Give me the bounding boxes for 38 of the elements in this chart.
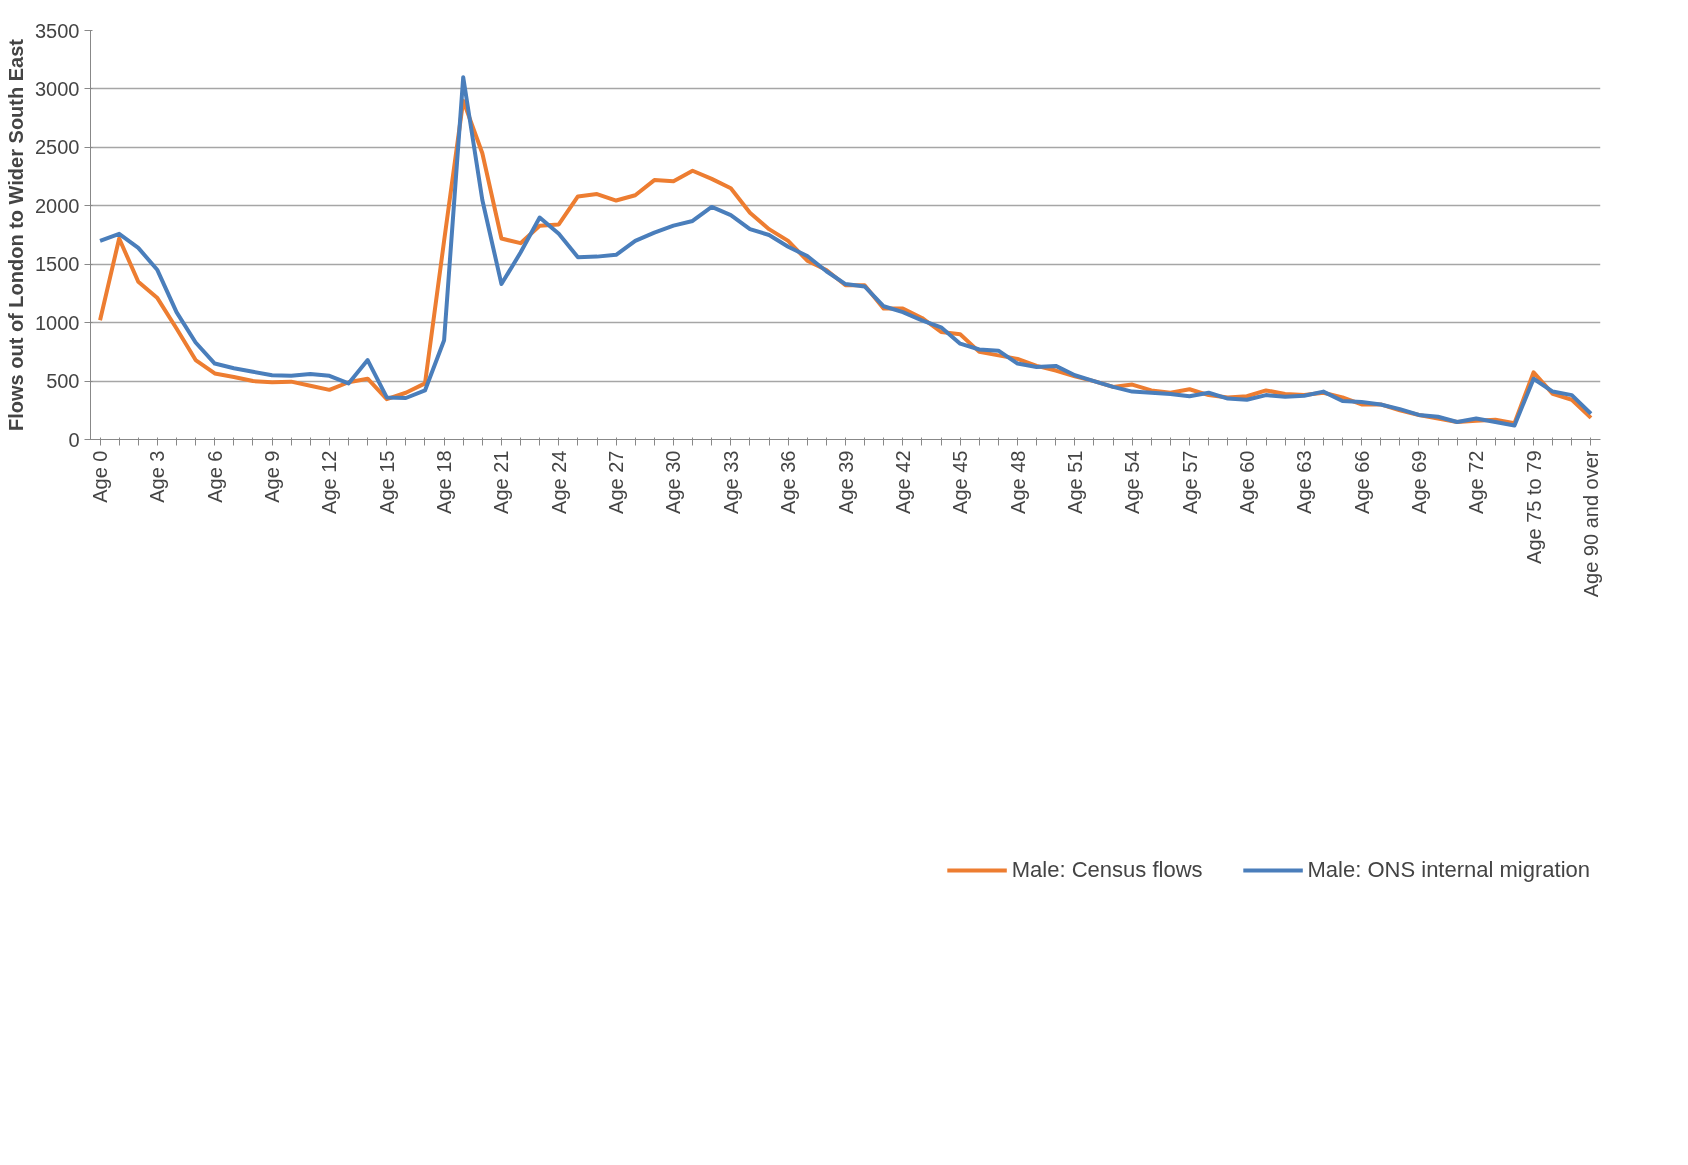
x-tick-label: Age 33 [719,450,742,514]
x-tick-label: Age 24 [547,450,570,514]
x-tick-label: Age 12 [318,450,341,514]
y-tick-label: 1000 [35,311,80,334]
x-tick-label: Age 39 [834,450,857,514]
x-tick-label: Age 45 [949,450,972,514]
y-tick-label: 3000 [35,77,80,100]
x-tick-label: Age 15 [375,450,398,514]
legend-label: Male: Census flows [1011,857,1203,883]
y-axis-title: Flows out of London to Wider South East [5,38,28,431]
x-tick-label: Age 36 [777,450,800,514]
x-tick-label: Age 42 [891,450,914,514]
y-tick-label: 2000 [35,194,80,217]
x-tick-label: Age 18 [433,450,456,514]
x-tick-label: Age 6 [203,450,226,503]
x-tick-label: Age 69 [1407,450,1430,514]
x-tick-label: Age 90 and over [1579,450,1602,598]
x-tick-label: Age 63 [1293,450,1316,514]
x-tick-label: Age 27 [605,450,628,514]
y-tick-label: 1500 [35,253,80,276]
x-tick-label: Age 57 [1178,450,1201,514]
y-tick-label: 500 [46,370,80,393]
x-tick-label: Age 54 [1121,450,1144,514]
x-tick-label: Age 60 [1235,450,1258,514]
x-tick-label: Age 66 [1350,450,1373,514]
x-tick-label: Age 48 [1006,450,1029,514]
x-tick-label: Age 72 [1465,450,1488,514]
x-tick-label: Age 21 [490,450,513,514]
x-tick-label: Age 0 [89,450,112,503]
x-tick-label: Age 51 [1063,450,1086,514]
y-tick-label: 0 [68,428,80,451]
legend-label: Male: ONS internal migration [1307,857,1590,883]
y-tick-label: 2500 [35,136,80,159]
x-tick-label: Age 9 [261,450,284,503]
x-tick-label: Age 3 [146,450,169,503]
y-tick-label: 3500 [35,19,80,42]
x-tick-label: Age 30 [662,450,685,514]
x-tick-label: Age 75 to 79 [1522,450,1545,564]
